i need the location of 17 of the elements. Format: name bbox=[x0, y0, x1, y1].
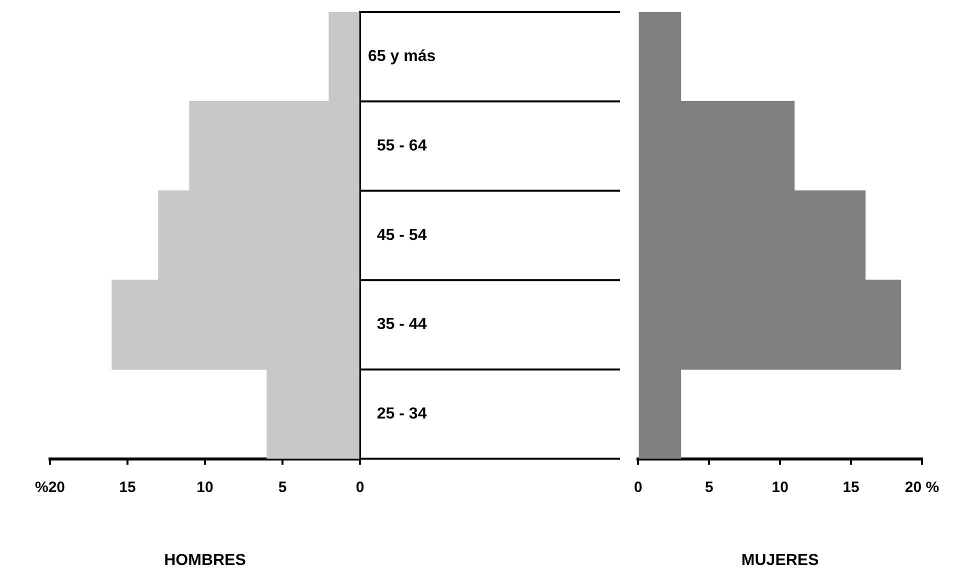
x-tick-label: 0 bbox=[634, 478, 642, 496]
y-tick-label: 25 - 34 bbox=[376, 406, 427, 423]
x-tick-label: 0 bbox=[356, 478, 364, 496]
x-tick-label: 15 bbox=[119, 478, 136, 496]
x-axis-title: MUJERES bbox=[741, 552, 820, 569]
y-tick-label: 55 - 64 bbox=[376, 137, 427, 154]
x-tick-label: %20 bbox=[34, 478, 66, 496]
y-tick-label: 35 - 44 bbox=[376, 316, 427, 334]
x-tick-label: 15 bbox=[842, 478, 860, 496]
x-axis-title: HOMBRES bbox=[164, 552, 246, 569]
x-tick-label: 5 bbox=[278, 478, 287, 496]
x-tick-label: 10 bbox=[196, 478, 214, 496]
y-tick-label: 45 - 54 bbox=[376, 226, 427, 244]
x-tick-label: 20 % bbox=[904, 478, 940, 496]
y-tick-label: 65 y más bbox=[368, 48, 436, 66]
x-tick-label: 10 bbox=[772, 478, 788, 496]
x-tick-label: 5 bbox=[704, 478, 714, 496]
